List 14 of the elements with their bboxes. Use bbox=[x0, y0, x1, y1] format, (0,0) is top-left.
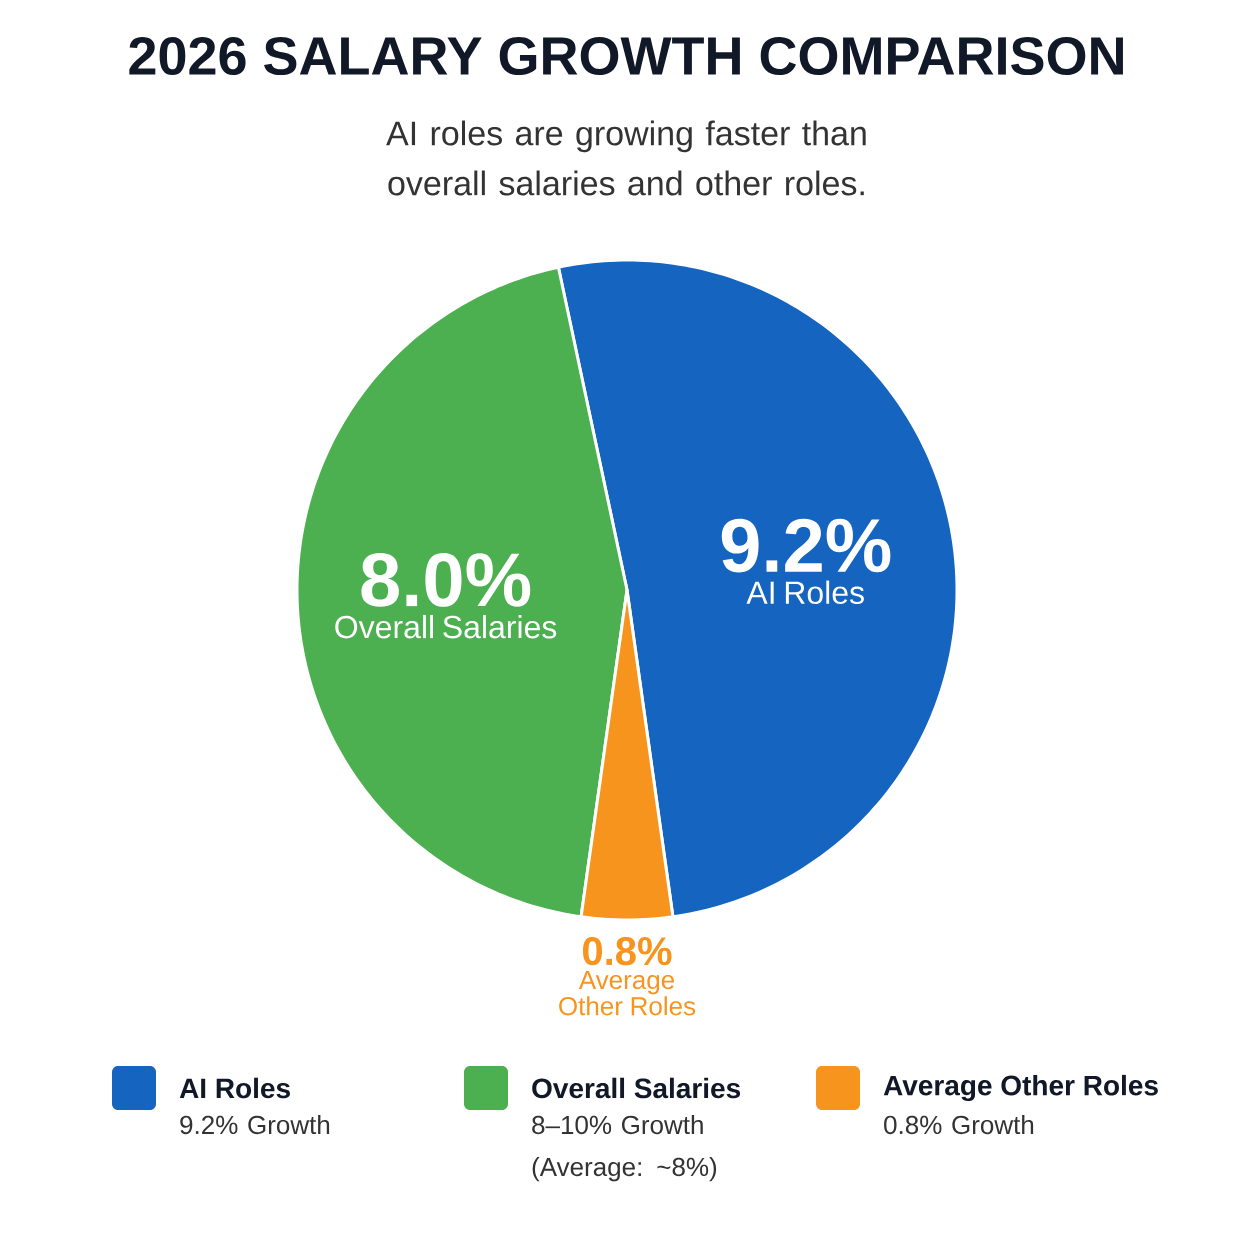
data-label: 8.0% bbox=[361, 553, 531, 607]
legend-label: Overall Salaries bbox=[532, 1077, 741, 1099]
chart-subtitle: AI roles are growing faster than overall salaries and other roles. bbox=[386, 120, 866, 196]
data-label: 9.2% bbox=[721, 518, 891, 573]
text: 8–10% Growth (Average: ~8%) bbox=[532, 1115, 717, 1182]
slice-label: Overall Salaries bbox=[335, 614, 557, 639]
legend-label: AI Roles bbox=[179, 1077, 290, 1099]
text: 9.2% Growth bbox=[180, 1115, 330, 1135]
slice-label: AI Roles bbox=[746, 580, 864, 605]
text: 0.8% Growth bbox=[884, 1115, 1034, 1135]
slice-label: Average Other Roles bbox=[559, 971, 696, 1016]
data-label: 0.8% bbox=[582, 936, 672, 966]
chart-title: 2026 SALARY GROWTH COMPARISON bbox=[129, 36, 1123, 76]
legend-label: Average Other Roles bbox=[883, 1074, 1158, 1102]
